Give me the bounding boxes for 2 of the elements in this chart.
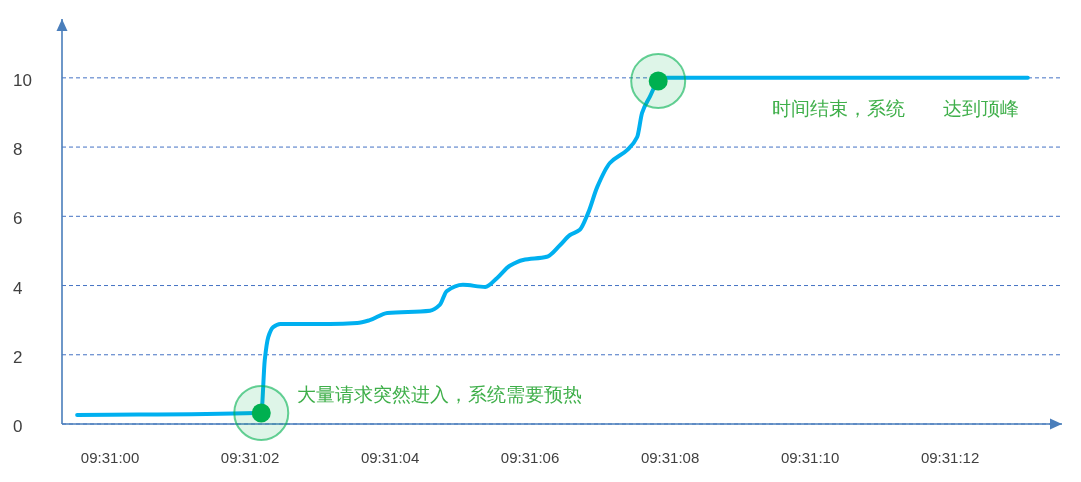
annotation: 时间结束，系统 达到顶峰: [772, 98, 1019, 119]
annotation: 大量请求突然进入，系统需要预热: [297, 383, 583, 405]
